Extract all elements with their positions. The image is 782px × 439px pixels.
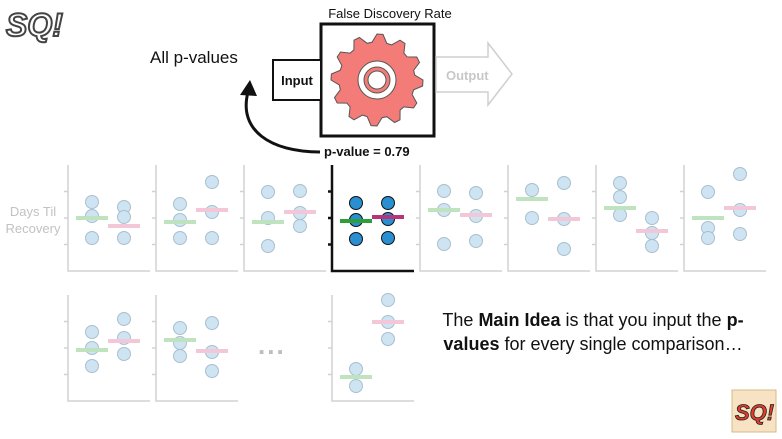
group2-data-point xyxy=(205,231,219,245)
all-pvalues-label: All p-values xyxy=(150,48,238,67)
group1-data-point xyxy=(173,231,187,245)
group2-data-point xyxy=(645,211,659,225)
main-idea-text: The Main Idea is that you input the p-va… xyxy=(438,308,748,356)
output-label: Output xyxy=(446,68,489,83)
group2-data-point xyxy=(381,231,395,245)
main-idea-bold2: p-values xyxy=(443,310,744,354)
group2-data-point xyxy=(117,210,131,224)
group1-data-point xyxy=(525,183,539,197)
plot-axes xyxy=(243,165,326,272)
group1-data-point xyxy=(261,239,275,253)
group1-data-point xyxy=(85,359,99,373)
input-box: Input xyxy=(272,59,322,101)
stat-quest-logo-bottom-right: SQ! xyxy=(730,388,778,439)
ellipsis-slot xyxy=(243,295,326,402)
group2-data-point xyxy=(381,293,395,307)
y-axis-label-line1: Days Til xyxy=(9,204,57,219)
plot-axes xyxy=(595,165,678,272)
group1-data-point xyxy=(701,231,715,245)
ellipsis: ... xyxy=(258,330,286,360)
group1-data-point xyxy=(173,321,187,335)
group2-data-point xyxy=(205,316,219,330)
group1-data-point xyxy=(437,237,451,251)
group2-data-point xyxy=(205,175,219,189)
group2-data-point xyxy=(645,239,659,253)
feedback-arrowhead-icon xyxy=(240,80,257,96)
plot-axes xyxy=(67,295,150,402)
group1-data-point xyxy=(85,195,99,209)
main-idea-bold1: Main Idea xyxy=(478,310,561,330)
main-idea-part3: for every single comparison… xyxy=(499,334,743,354)
group2-data-point xyxy=(381,332,395,346)
group2-data-point xyxy=(293,184,307,198)
group2-data-point xyxy=(117,347,131,361)
output-arrow-icon xyxy=(435,40,513,108)
stat-quest-logo-top-left: SQ! xyxy=(2,2,64,49)
group2-data-point xyxy=(733,167,747,181)
group2-data-point xyxy=(381,196,395,210)
group1-data-point xyxy=(613,208,627,222)
logo-icon: SQ! xyxy=(731,389,777,433)
logo-text: SQ! xyxy=(735,400,774,425)
plot-axes xyxy=(331,295,414,402)
group1-data-point xyxy=(613,190,627,204)
group1-data-point xyxy=(349,232,363,246)
group2-data-point xyxy=(117,312,131,326)
group1-data-point xyxy=(349,196,363,210)
group2-data-point xyxy=(117,231,131,245)
feedback-arrow-icon xyxy=(244,91,321,154)
group1-data-point xyxy=(701,185,715,199)
group2-data-point xyxy=(205,364,219,378)
plot-axes xyxy=(330,165,414,273)
logo-icon: SQ! xyxy=(5,6,64,44)
y-axis-label: Days Til Recovery xyxy=(0,203,66,237)
plot-axes xyxy=(683,165,766,272)
group1-data-point xyxy=(85,325,99,339)
plot-axes xyxy=(67,165,150,272)
plot-axes xyxy=(155,295,238,402)
group1-data-point xyxy=(613,176,627,190)
group1-data-point xyxy=(173,197,187,211)
group2-data-point xyxy=(469,186,483,200)
group2-data-point xyxy=(557,242,571,256)
y-axis-label-line2: Recovery xyxy=(5,221,61,236)
group2-data-point xyxy=(293,219,307,233)
group1-data-point xyxy=(437,184,451,198)
group2-data-point xyxy=(557,176,571,190)
logo-text: SQ! xyxy=(6,7,63,43)
plot-axes xyxy=(419,165,502,272)
plot-axes xyxy=(155,165,238,272)
group1-data-point xyxy=(173,349,187,363)
group1-data-point xyxy=(85,231,99,245)
plot-axes xyxy=(507,165,590,272)
group1-data-point xyxy=(525,211,539,225)
group1-data-point xyxy=(349,379,363,393)
main-idea-part1: The xyxy=(442,310,479,330)
gear-title: False Discovery Rate xyxy=(328,6,452,21)
gear-center-icon xyxy=(367,70,387,90)
group2-data-point xyxy=(469,234,483,248)
group1-data-point xyxy=(261,185,275,199)
pvalue-label: p-value = 0.79 xyxy=(324,144,410,159)
group1-data-point xyxy=(349,362,363,376)
group2-data-point xyxy=(733,227,747,241)
main-idea-part2: is that you input the xyxy=(560,310,727,330)
